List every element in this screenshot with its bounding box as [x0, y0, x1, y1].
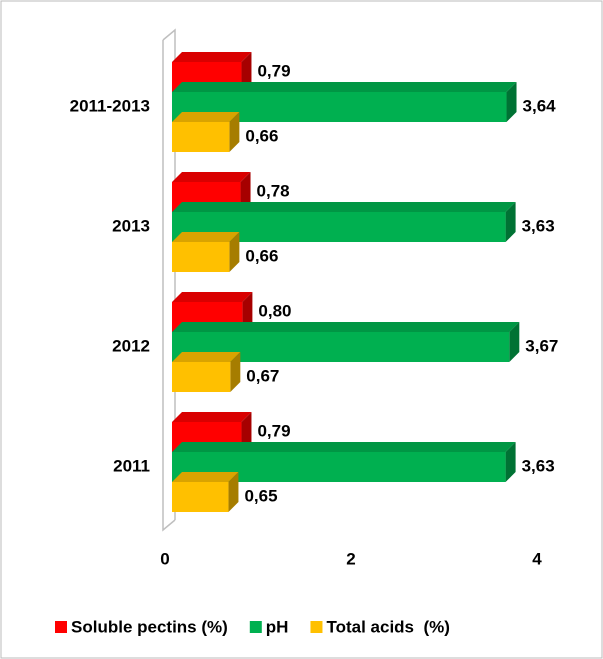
axis-wall: [162, 40, 176, 532]
x-tick-label: 2: [346, 549, 355, 568]
y-tick-label: 2011-2013: [70, 96, 150, 115]
legend-swatch: [310, 621, 323, 633]
bar-top: [172, 352, 241, 362]
value-label: 0,66: [245, 246, 278, 265]
bar: [172, 242, 230, 272]
bar-top: [172, 202, 516, 212]
value-label: 3,64: [523, 96, 557, 115]
bar-top: [172, 292, 253, 302]
value-label: 0,66: [245, 126, 278, 145]
value-label: 0,78: [257, 181, 290, 200]
value-label: 0,79: [257, 61, 290, 80]
x-tick-label: 4: [532, 549, 542, 568]
bar-top: [172, 322, 520, 332]
bar-side: [228, 472, 239, 512]
bar-side: [505, 442, 516, 482]
bar-side: [229, 232, 240, 272]
y-tick-label: 2013: [112, 216, 150, 235]
legend-label: Total acids (%): [326, 617, 449, 636]
legend-swatch: [249, 621, 262, 633]
bar-side: [505, 202, 516, 242]
bar-top: [172, 172, 251, 182]
bar-top: [172, 82, 517, 92]
bar: [172, 362, 231, 392]
legend-swatch: [55, 621, 67, 633]
value-label: 3,67: [525, 336, 558, 355]
bar-side: [229, 112, 240, 152]
bar: [172, 482, 229, 512]
legend-label: Soluble pectins (%): [71, 617, 228, 636]
bar-top: [172, 472, 239, 482]
legend-label: pH: [266, 617, 289, 636]
y-tick-label: 2011: [113, 456, 150, 475]
bar: [172, 122, 230, 152]
bar-top: [172, 52, 252, 62]
value-label: 3,63: [522, 456, 555, 475]
bar-top: [172, 412, 252, 422]
bar-side: [230, 352, 241, 392]
bar-top: [172, 442, 516, 452]
value-label: 0,79: [257, 421, 290, 440]
value-label: 0,67: [246, 366, 279, 385]
bar-top: [172, 232, 240, 242]
y-tick-label: 2012: [112, 336, 150, 355]
value-label: 3,63: [522, 216, 555, 235]
value-label: 0,65: [244, 486, 277, 505]
bar-side: [506, 82, 517, 122]
x-tick-label: 0: [160, 549, 169, 568]
bar-top: [172, 112, 240, 122]
value-label: 0,80: [258, 301, 291, 320]
bar-side: [509, 322, 520, 362]
